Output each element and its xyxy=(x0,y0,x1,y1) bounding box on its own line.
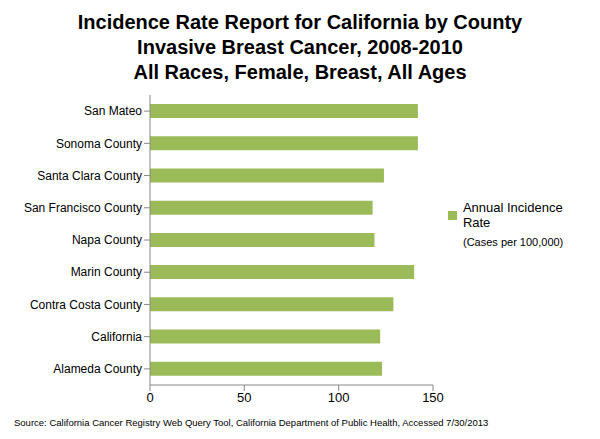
svg-text:Marin County: Marin County xyxy=(71,265,142,279)
html-text:Invasive Breast Cancer, 2008-2: Invasive Breast Cancer, 2008-2010 xyxy=(137,36,463,58)
svg-text:Sonoma County: Sonoma County xyxy=(56,137,142,151)
html-text:Source: California Cancer Regi: Source: California Cancer Registry Web Q… xyxy=(14,417,489,428)
svg-text:0: 0 xyxy=(146,390,153,405)
html-text:(Cases per 100,000): (Cases per 100,000) xyxy=(463,236,564,248)
svg-text:Alameda County: Alameda County xyxy=(53,362,142,376)
svg-text:San Francisco County: San Francisco County xyxy=(24,201,142,215)
svg-text:Santa Clara County: Santa Clara County xyxy=(37,169,142,183)
svg-text:50: 50 xyxy=(237,390,251,405)
svg-text:Contra Costa County: Contra Costa County xyxy=(30,298,142,312)
html-text:All Races, Female, Breast, All: All Races, Female, Breast, All Ages xyxy=(133,61,467,83)
svg-text:150: 150 xyxy=(422,390,444,405)
html-text:Annual Incidence Rate: Annual Incidence Rate xyxy=(462,200,563,230)
svg-text:Napa County: Napa County xyxy=(72,233,142,247)
html-text:Incidence Rate Report for Cali: Incidence Rate Report for California by … xyxy=(77,11,523,33)
svg-text:100: 100 xyxy=(328,390,350,405)
svg-text:San Mateo: San Mateo xyxy=(84,104,142,118)
svg-text:California: California xyxy=(91,330,142,344)
